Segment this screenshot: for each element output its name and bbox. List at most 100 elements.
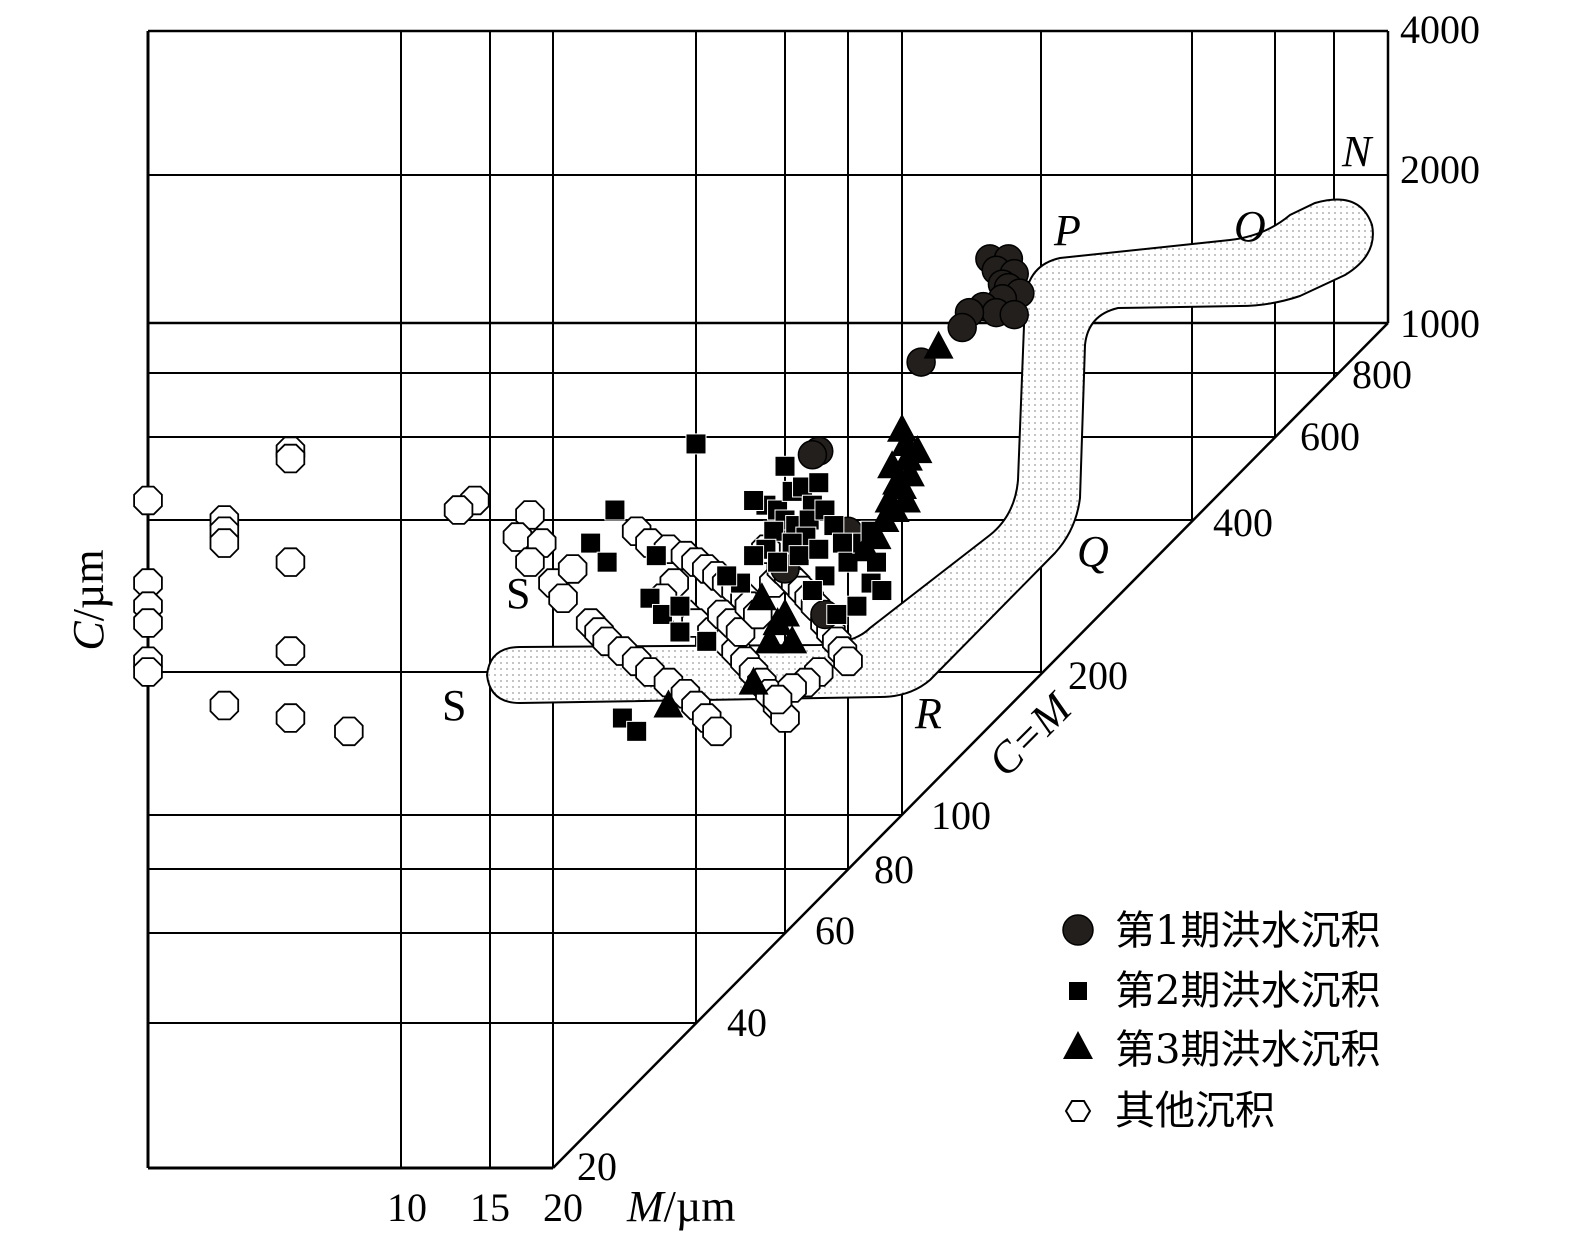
point-other <box>762 684 793 715</box>
diag-ticks: 20 40 60 80 100 200 400 600 800 <box>577 352 1412 1189</box>
point-flood-1 <box>999 299 1029 330</box>
point-flood-2 <box>823 515 845 537</box>
point-flood-1 <box>947 312 977 343</box>
region-labels: N O P Q R S S <box>442 127 1374 738</box>
region-label-o: O <box>1234 202 1266 251</box>
legend-item: 第2期洪水沉积 <box>1069 968 1380 1014</box>
point-flood-2 <box>639 587 661 609</box>
point-flood-2 <box>826 603 848 625</box>
svg-text:M/µm: M/µm <box>626 1182 735 1231</box>
y-ticks: 4000 2000 1000 <box>1400 7 1480 346</box>
x-tick-label: 20 <box>543 1185 583 1230</box>
point-flood-3 <box>738 666 769 695</box>
point-flood-2 <box>846 595 868 617</box>
y-tick-label: 2000 <box>1400 147 1480 192</box>
region-label-r: R <box>914 689 942 738</box>
legend-label: 第2期洪水沉积 <box>1115 968 1380 1014</box>
y-tick-label: 1000 <box>1400 301 1480 346</box>
point-other <box>515 500 545 530</box>
point-other <box>515 547 545 577</box>
point-flood-2 <box>669 621 691 643</box>
point-other <box>209 528 240 558</box>
diag-tick-label: 20 <box>577 1144 617 1189</box>
point-flood-2 <box>831 532 853 554</box>
point-flood-2 <box>808 472 830 494</box>
point-flood-3 <box>653 689 684 718</box>
point-flood-3 <box>770 598 800 627</box>
diag-axis-title: C=M <box>979 682 1083 786</box>
legend-label: 第3期洪水沉积 <box>1115 1027 1380 1073</box>
point-flood-2 <box>604 499 626 521</box>
region-label-s-upper: S <box>506 569 530 618</box>
point-flood-2 <box>685 433 707 455</box>
diag-tick-label: 60 <box>815 908 855 953</box>
point-flood-3 <box>746 582 777 611</box>
legend-triangle-marker <box>1063 1031 1093 1059</box>
point-other <box>275 443 306 474</box>
legend-label: 其他沉积 <box>1115 1088 1275 1134</box>
point-flood-3 <box>777 625 808 654</box>
diag-tick-label: 800 <box>1352 352 1412 397</box>
point-flood-2 <box>645 545 667 567</box>
legend-item: 第3期洪水沉积 <box>1063 1027 1380 1073</box>
point-other <box>833 646 863 677</box>
point-flood-2 <box>871 580 893 602</box>
x-axis-unit: /µm <box>664 1182 736 1231</box>
diag-tick-label: 40 <box>727 1000 767 1045</box>
point-flood-2 <box>763 520 785 542</box>
point-flood-2 <box>626 720 648 742</box>
point-other <box>548 583 578 613</box>
diag-tick-label: 100 <box>931 793 991 838</box>
point-flood-3 <box>890 484 921 513</box>
point-flood-2 <box>767 551 789 573</box>
x-tick-label: 10 <box>387 1185 427 1230</box>
y-axis-var: C <box>64 621 113 651</box>
y-axis-title: C/µm <box>64 549 113 650</box>
x-axis-var: M <box>626 1182 666 1231</box>
legend-circle-marker <box>1062 914 1094 946</box>
x-axis-title: M/µm <box>626 1182 735 1231</box>
point-flood-2 <box>716 565 738 587</box>
point-flood-2 <box>669 595 691 617</box>
diag-axis-label: C=M <box>979 682 1083 786</box>
point-other <box>443 495 474 525</box>
diag-tick-label: 80 <box>874 847 914 892</box>
legend-square-marker <box>1069 982 1087 1000</box>
point-other <box>557 554 588 584</box>
diagonal-boundary <box>552 322 1389 1169</box>
point-flood-3 <box>877 450 908 479</box>
region-label-s-lower: S <box>442 681 466 730</box>
legend-item: 其他沉积 <box>1064 1088 1275 1134</box>
point-flood-3 <box>923 330 954 359</box>
data-points <box>133 244 1035 747</box>
diag-tick-label: 600 <box>1300 414 1360 459</box>
nopqrs-band <box>485 198 1374 705</box>
point-other <box>209 690 240 721</box>
svg-text:C/µm: C/µm <box>64 549 113 650</box>
point-other <box>702 716 732 747</box>
point-other <box>133 608 163 638</box>
point-flood-2 <box>743 545 765 567</box>
point-flood-2 <box>788 545 810 567</box>
legend-hexagon-marker <box>1064 1100 1092 1122</box>
point-flood-2 <box>801 580 823 602</box>
point-flood-3 <box>850 533 881 562</box>
y-tick-label: 4000 <box>1400 7 1480 52</box>
point-other <box>133 657 163 687</box>
point-other <box>334 716 364 747</box>
point-flood-2 <box>808 538 830 560</box>
diag-tick-label: 200 <box>1068 653 1128 698</box>
point-other <box>275 636 306 666</box>
point-other <box>502 522 533 552</box>
legend-label: 第1期洪水沉积 <box>1115 908 1380 954</box>
point-other <box>275 703 306 733</box>
point-flood-3 <box>892 442 923 471</box>
legend-item: 第1期洪水沉积 <box>1062 908 1380 954</box>
region-label-n: N <box>1341 127 1374 176</box>
point-other <box>275 547 306 577</box>
x-tick-label: 15 <box>470 1185 510 1230</box>
legend: 第1期洪水沉积 第2期洪水沉积 第3期洪水沉积 其他沉积 <box>1062 908 1380 1134</box>
region-label-p: P <box>1053 206 1081 255</box>
y-axis-unit: /µm <box>64 549 113 621</box>
